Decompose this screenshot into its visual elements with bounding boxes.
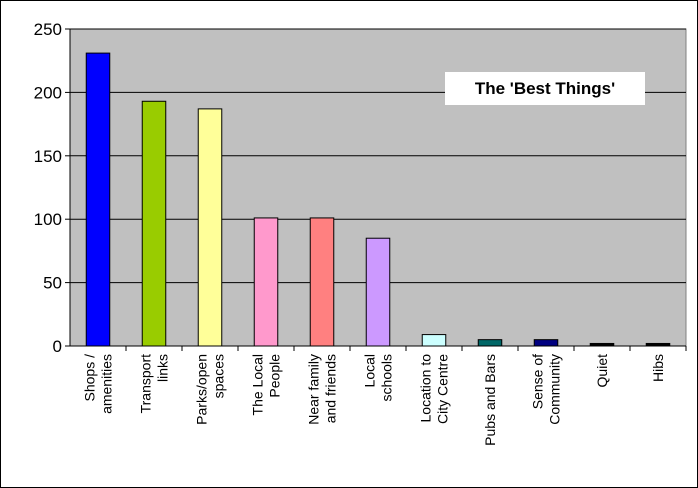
x-tick-label-line: Local: [362, 354, 378, 387]
y-tick-labels: 0 50 100 150 200 250: [34, 20, 62, 356]
x-tick-label-line: Sense of: [530, 354, 546, 409]
bar: [365, 237, 391, 347]
x-tick-label: Shops / amenities: [82, 354, 115, 414]
chart-title-group: The 'Best Things': [445, 72, 645, 105]
x-tick-label-line: The Local: [250, 354, 266, 415]
bar: [421, 334, 447, 347]
x-tick-label: Local schools: [362, 354, 395, 401]
y-tick-label: 50: [43, 274, 62, 293]
x-tick-label-line: Pubs and Bars: [482, 354, 498, 446]
bar: [197, 108, 223, 347]
x-tick-label-line: amenities: [99, 354, 115, 414]
bar: [253, 217, 279, 347]
x-tick-label-line: People: [267, 354, 283, 398]
bar: [85, 52, 111, 347]
chart-title: The 'Best Things': [475, 79, 615, 98]
x-tick-label-line: Location to: [418, 354, 434, 423]
x-tick-label-line: Parks/open: [194, 354, 210, 425]
bar: [141, 100, 167, 347]
x-tick-label: Sense of Community: [530, 354, 563, 425]
y-tick-label: 200: [34, 83, 62, 102]
x-tick-labels: Shops / amenities Transport links Parks/open…: [82, 354, 667, 446]
x-tick-label: Location to City Centre: [418, 354, 451, 424]
y-tick-label: 0: [53, 337, 62, 356]
x-tick-label-line: City Centre: [435, 354, 451, 424]
chart-title-box: [445, 72, 645, 105]
bar: [533, 339, 559, 347]
x-tick-label-line: Community: [547, 354, 563, 425]
x-tick-label: Transport links: [138, 354, 171, 414]
x-tick-label-line: schools: [379, 354, 395, 401]
x-tick-label: Pubs and Bars: [482, 354, 498, 446]
x-tick-label-line: Near family: [306, 354, 322, 425]
x-tick-label-line: Transport: [138, 354, 154, 414]
x-tick-label: Hibs: [650, 354, 666, 382]
x-tick-label: Parks/open spaces: [194, 354, 227, 425]
x-tick-label-line: spaces: [211, 354, 227, 398]
bars: [85, 52, 671, 347]
x-tick-label: Near family and friends: [306, 354, 339, 425]
x-tick-label-line: Hibs: [650, 354, 666, 382]
bar: [309, 217, 335, 347]
y-tick-label: 150: [34, 147, 62, 166]
y-tick-label: 100: [34, 210, 62, 229]
x-tick-label: The Local People: [250, 354, 283, 416]
y-tick-label: 250: [34, 20, 62, 39]
x-tick-label: Quiet: [594, 354, 610, 388]
bar: [477, 339, 503, 347]
x-tick-label-line: Shops /: [82, 354, 98, 402]
axes: [65, 28, 687, 351]
x-tick-label-line: Quiet: [594, 354, 610, 388]
x-tick-label-line: links: [155, 354, 171, 382]
x-tick-label-line: and friends: [323, 354, 339, 423]
